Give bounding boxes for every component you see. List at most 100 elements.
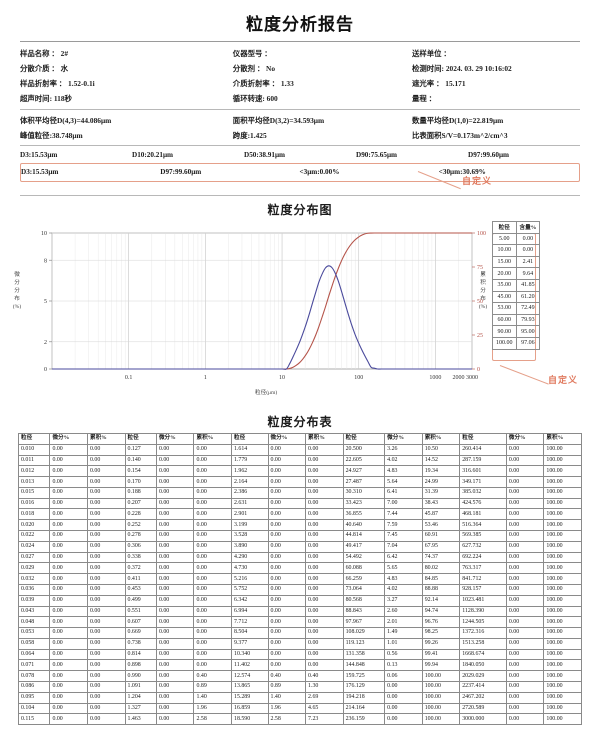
side-table-row: 5.00 0.00: [492, 232, 541, 246]
dist-table-cell: 0.00: [505, 702, 545, 715]
dist-table-cell: 100.00: [421, 670, 461, 682]
dist-table-cell: 0.00: [86, 627, 126, 639]
dist-table-cell: 0.00: [505, 605, 545, 618]
dist-table-cell: 6.994: [231, 605, 269, 618]
side-table-cell: 2.41: [515, 255, 541, 269]
dist-table-cell: 100.00: [543, 680, 582, 693]
side-table-cell: 79.93: [515, 313, 541, 327]
dist-table-cell: 119.123: [342, 637, 386, 650]
dist-table-cell: 0.00: [49, 573, 88, 585]
dist-table-header-cell: 粒径: [459, 433, 507, 445]
dist-table-cell: 100.00: [421, 702, 461, 715]
dist-table-cell: 0.00: [193, 443, 232, 456]
custom-content-table: 粒径 含量% 5.00 0.00 10.00 0.00 15.00 2.41 20.00 9.64…: [492, 221, 541, 350]
dist-table-cell: 100.00: [543, 443, 582, 456]
dist-table-cell: 0.00: [305, 476, 344, 488]
dist-table-cell: 0.018: [17, 508, 51, 521]
dist-table-cell: 100.00: [543, 476, 582, 488]
dist-table-cell: 0.00: [86, 476, 126, 488]
side-table-cell: 35.00: [492, 278, 517, 292]
dist-table-cell: 0.00: [155, 573, 195, 585]
dist-table-cell: 0.00: [305, 508, 344, 521]
dist-table-cell: 45.87: [421, 508, 461, 521]
dist-table-cell: 31.39: [421, 486, 461, 499]
dist-table-cell: 0.00: [193, 476, 232, 488]
dist-table-cell: 0.00: [155, 519, 195, 532]
dist-table-header-cell: 微分%: [155, 433, 195, 445]
dist-table-cell: 0.00: [505, 519, 545, 532]
side-table-row: 10.00 0.00: [492, 244, 541, 257]
side-table-cell: 90.00: [492, 325, 517, 338]
dist-table-cell: 0.00: [155, 465, 195, 478]
d-values-row-standard: D3:15.53μm D10:20.21μm D50:38.91μm D90:75.6…: [20, 148, 580, 163]
chart-y-axis-right-label: 累积分布 (%): [478, 272, 488, 310]
dist-table-cell: 5.64: [384, 476, 423, 488]
dist-table-cell: 0.00: [86, 648, 126, 661]
dist-table-cell: 385.032: [459, 486, 507, 499]
chart-x-tick-label: 1000: [429, 375, 441, 381]
dist-table-cell: 2.386: [231, 486, 269, 499]
dist-table-cell: 1.779: [231, 454, 269, 467]
dist-table-cell: 0.00: [86, 454, 126, 467]
dist-table-cell: 0.00: [49, 486, 88, 499]
dist-table-cell: 80.568: [342, 594, 386, 607]
dist-table-cell: 0.022: [17, 530, 51, 542]
dist-table-cell: 0.56: [384, 648, 423, 661]
dist-table-cell: 67.95: [421, 540, 461, 553]
chart-x-tick-label: 0.1: [125, 375, 133, 381]
chart-section-title: 粒度分布图: [267, 203, 333, 217]
dist-table-cell: 0.00: [267, 583, 307, 596]
dist-table-cell: 0.00: [86, 680, 126, 693]
dist-table-cell: 0.053: [17, 627, 51, 639]
side-table-cell: 53.00: [492, 302, 517, 315]
side-table-cell: 0.00: [515, 232, 541, 246]
d-value: D50:38.91μm: [244, 151, 286, 159]
dist-table-cell: 0.00: [505, 476, 545, 488]
dist-table-cell: 12.574: [231, 670, 269, 682]
dist-table-cell: 0.00: [384, 702, 423, 715]
d-values-row-custom[interactable]: D3:15.53μm D97:99.60μm <3μm:0.00% <30μm:30.…: [20, 163, 580, 182]
dist-table-cell: 0.039: [17, 594, 51, 607]
dist-table-cell: 4.83: [384, 573, 423, 585]
dist-table-cell: 0.00: [505, 465, 545, 478]
dist-table-cell: 0.071: [17, 659, 51, 672]
dist-table-cell: 0.027: [17, 551, 51, 564]
dist-table-cell: 0.40: [267, 670, 307, 682]
chart-x-tick-label: 3000: [466, 375, 478, 381]
info-field: 样品名称 ： 2#: [20, 49, 69, 58]
dist-table-cell: 0.00: [267, 476, 307, 488]
dist-table-cell: 236.159: [342, 713, 386, 726]
dist-table-cell: 841.712: [459, 573, 507, 585]
dist-table-cell: 0.00: [155, 551, 195, 564]
dist-table-cell: 0.00: [505, 680, 545, 693]
dist-table-header-cell: 微分%: [267, 433, 307, 445]
dist-table-cell: 0.40: [193, 670, 232, 682]
dist-table-cell: 0.086: [17, 680, 51, 693]
dist-table-cell: 7.712: [231, 616, 269, 629]
dist-table-cell: 0.00: [155, 680, 195, 693]
dist-table-cell: 5.65: [384, 562, 423, 575]
dist-table-cell: 0.89: [267, 680, 307, 693]
table-row: 0.104 0.00 0.00 1.327 0.00 1.96 16.859 1.96 4.65…: [17, 702, 582, 715]
dist-table-cell: 0.154: [124, 465, 157, 478]
dist-table-cell: 0.00: [49, 670, 88, 682]
dist-table-cell: 0.00: [267, 530, 307, 542]
dist-table-cell: 7.59: [384, 519, 423, 532]
statistics-block: 体积平均径D(4,3)=44.086μm 面积平均径D(3,2)=34.593μm…: [0, 110, 600, 145]
dist-table-cell: 0.188: [124, 486, 157, 499]
info-row: 样品名称 ： 2# 仪器型号 ： 送样单位 ：: [20, 46, 580, 61]
dist-table-cell: 0.00: [193, 627, 232, 639]
dist-table-cell: 0.036: [17, 583, 51, 596]
dist-table-cell: 468.181: [459, 508, 507, 521]
info-row: 样品折射率 ： 1.52-0.1i 介质折射率 ： 1.33 遮光率 ： 15.17…: [20, 76, 580, 91]
dist-table-cell: 0.00: [305, 605, 344, 618]
dist-table-cell: 0.00: [193, 594, 232, 607]
dist-table-cell: 13.865: [231, 680, 269, 693]
dist-table-cell: 0.00: [49, 583, 88, 596]
dist-table-cell: 0.00: [505, 562, 545, 575]
dist-table-cell: 0.00: [86, 670, 126, 682]
dist-table-cell: 0.012: [17, 465, 51, 478]
dist-table-cell: 0.00: [505, 627, 545, 639]
dist-table-cell: 692.224: [459, 551, 507, 564]
dist-table-cell: 0.013: [17, 476, 51, 488]
